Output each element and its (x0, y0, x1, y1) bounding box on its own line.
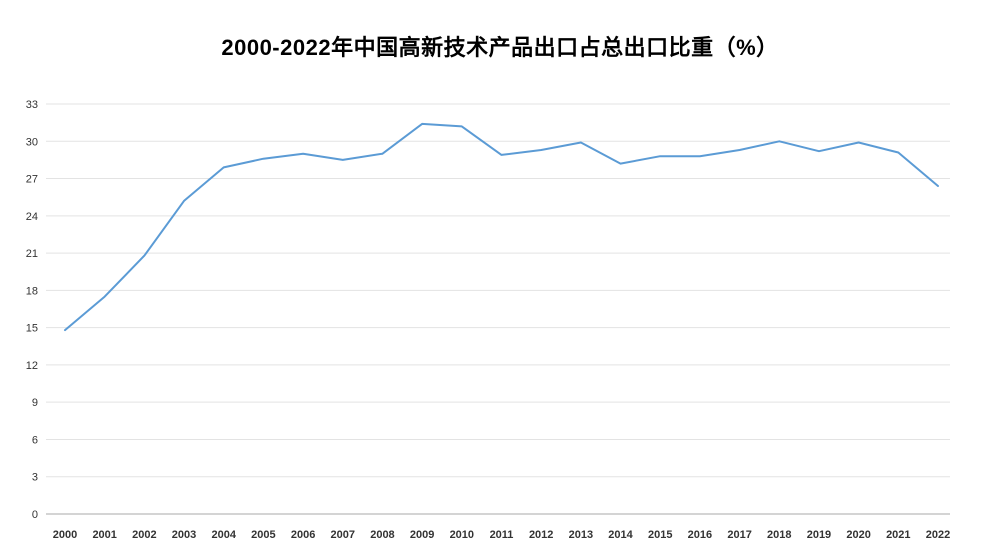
y-tick-label: 6 (32, 434, 38, 446)
chart-gridlines (46, 103, 950, 515)
y-tick-label: 15 (26, 323, 38, 335)
y-tick-label: 18 (26, 285, 38, 297)
x-tick-label: 2020 (846, 529, 870, 541)
y-tick-label: 27 (26, 174, 38, 186)
x-tick-label: 2001 (92, 529, 116, 541)
x-tick-label: 2000 (53, 529, 77, 541)
x-tick-label: 2003 (172, 529, 196, 541)
x-tick-label: 2012 (529, 529, 553, 541)
x-tick-label: 2015 (648, 529, 672, 541)
y-tick-label: 0 (32, 509, 38, 521)
x-tick-label: 2005 (251, 529, 275, 541)
x-tick-label: 2011 (490, 529, 514, 541)
x-tick-label: 2002 (132, 529, 156, 541)
x-tick-label: 2010 (450, 529, 474, 541)
y-tick-label: 33 (26, 99, 38, 111)
x-tick-label: 2021 (886, 529, 910, 541)
x-tick-label: 2014 (608, 529, 633, 541)
chart-y-axis-labels: 0 3 6 9 12 15 18 21 24 27 30 33 (26, 99, 38, 521)
x-tick-label: 2018 (767, 529, 791, 541)
y-tick-label: 30 (26, 136, 38, 148)
x-tick-label: 2008 (370, 529, 394, 541)
x-tick-label: 2006 (291, 529, 315, 541)
x-tick-label: 2019 (807, 529, 831, 541)
x-tick-label: 2013 (569, 529, 593, 541)
x-tick-label: 2009 (410, 529, 434, 541)
series-line (64, 122, 939, 332)
x-tick-label: 2004 (211, 529, 236, 541)
x-tick-label: 2016 (688, 529, 712, 541)
y-tick-label: 21 (26, 248, 38, 260)
y-tick-label: 3 (32, 472, 38, 484)
x-tick-label: 2022 (926, 529, 950, 541)
y-tick-label: 9 (32, 397, 38, 409)
chart-title: 2000-2022年中国高新技术产品出口占总出口比重（%） (221, 35, 779, 60)
x-tick-label: 2017 (727, 529, 751, 541)
chart-line-series (64, 122, 939, 332)
y-tick-label: 24 (26, 211, 38, 223)
y-tick-label: 12 (26, 360, 38, 372)
chart-x-axis-labels: 2000 2001 2002 2003 2004 2005 2006 2007 2008 2009… (53, 529, 950, 541)
x-tick-label: 2007 (331, 529, 355, 541)
